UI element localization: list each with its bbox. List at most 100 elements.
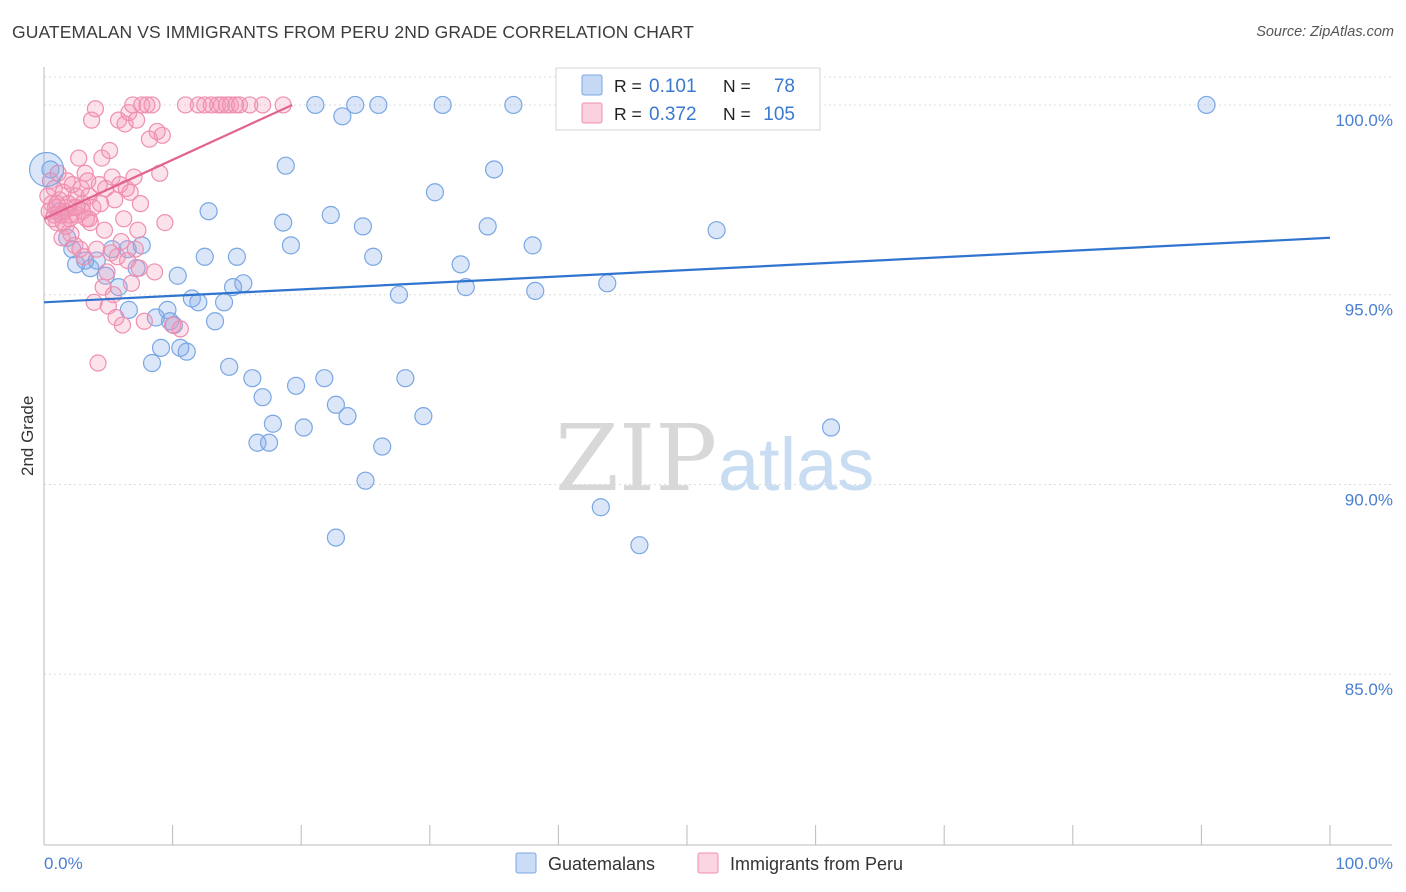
guatemalan-point [151,338,171,357]
guatemalan-point [591,498,610,517]
guatemalan-point [28,151,65,188]
n-label: N = [723,104,751,124]
guatemalan-point [526,281,545,301]
peru-point [218,96,236,114]
guatemalan-point [414,407,433,426]
guatemalan-point [199,202,218,221]
legend-label-peru: Immigrants from Peru [730,854,903,874]
stats-legend-box [555,67,821,131]
peru-point [100,141,119,160]
guatemalan-point [707,221,726,240]
guatemalan-point [389,285,409,304]
guatemalan-point [346,95,365,115]
guatemalan-point [326,395,346,414]
peru-point [129,221,147,239]
peru-point [122,274,141,292]
peru-point [135,312,153,330]
peru-point [70,149,88,167]
guatemalan-point [220,357,239,376]
peru-point [131,195,150,213]
guatemalan-point [234,274,253,293]
guatemalan-point [451,255,470,274]
guatemalan-point [356,471,375,490]
peru-point [189,96,207,114]
peru-trend-line [43,103,293,220]
guatemalan-point [177,342,196,361]
guatemalan-point [227,247,246,266]
guatemalan-point [274,213,293,232]
guatemalan-point [504,95,523,115]
guatemalan-point [478,217,497,236]
peru-point [75,248,93,266]
peru-point [171,320,189,338]
guatemalan-point [598,274,617,293]
guatemalan-point [321,205,340,225]
guatemalan-point [243,369,262,388]
guatemalan-point [1197,95,1216,115]
peru-point [80,210,98,228]
guatemalan-point [456,278,475,297]
guatemalan-point [205,312,225,331]
watermark-zip: ZIP [555,405,717,512]
guatemalan-point [433,95,452,115]
guatemalan-point [286,376,306,395]
y-tick-label: 100.0% [1335,111,1393,130]
peru-point [138,96,156,114]
guatemalan-point [294,418,313,437]
n-value: 78 [774,76,795,97]
peru-point [113,316,132,334]
peru-point [89,354,107,372]
peru-point [196,96,214,114]
peru-point [221,96,240,114]
source-credit: Source: ZipAtlas.com [1256,24,1394,40]
guatemalan-point [189,293,208,312]
guatemalan-point [821,418,841,437]
stats-swatch [581,102,603,124]
guatemalan-point [315,369,334,388]
guatemalan-point [364,247,383,266]
peru-point [88,240,106,258]
peru-point [143,96,161,114]
y-tick-label: 85.0% [1345,680,1393,699]
guatemalan-point [523,236,542,255]
watermark-atlas: atlas [718,423,874,506]
guatemalan-point [253,388,272,407]
peru-point [176,96,195,114]
guatemalan-point [263,414,283,433]
peru-point [91,195,110,213]
peru-point [145,263,164,281]
r-value: 0.372 [649,104,697,125]
guatemalan-point [396,369,415,388]
guatemalan-point [276,156,295,175]
legend-swatch [515,852,537,874]
guatemalan-point [168,266,187,285]
x-tick-label: 0.0% [44,854,83,873]
guatemalan-point [338,407,357,426]
peru-point [112,232,130,251]
peru-point [127,111,146,129]
guatemalan-point [425,183,445,202]
n-value: 105 [763,104,795,125]
peru-point [153,126,171,144]
peru-point [130,259,148,277]
peru-point [209,96,227,114]
guatemalan-point [369,95,388,115]
guatemalan-point [630,536,649,555]
guatemalan-point [485,160,504,179]
guatemalan-point [333,107,352,126]
r-value: 0.101 [649,76,697,97]
guatemalan-point [259,433,279,452]
peru-point [98,263,116,281]
peru-point [254,96,272,114]
legend-swatch [697,852,719,874]
peru-point [241,96,259,114]
r-label: R = [614,76,642,96]
peru-point [115,210,133,228]
guatemalan-point [326,528,346,547]
chart-title: GUATEMALAN VS IMMIGRANTS FROM PERU 2ND G… [12,22,694,42]
guatemalan-point [214,293,234,312]
guatemalan-point [195,247,214,266]
guatemalan-point [119,300,138,319]
peru-point [85,293,103,311]
